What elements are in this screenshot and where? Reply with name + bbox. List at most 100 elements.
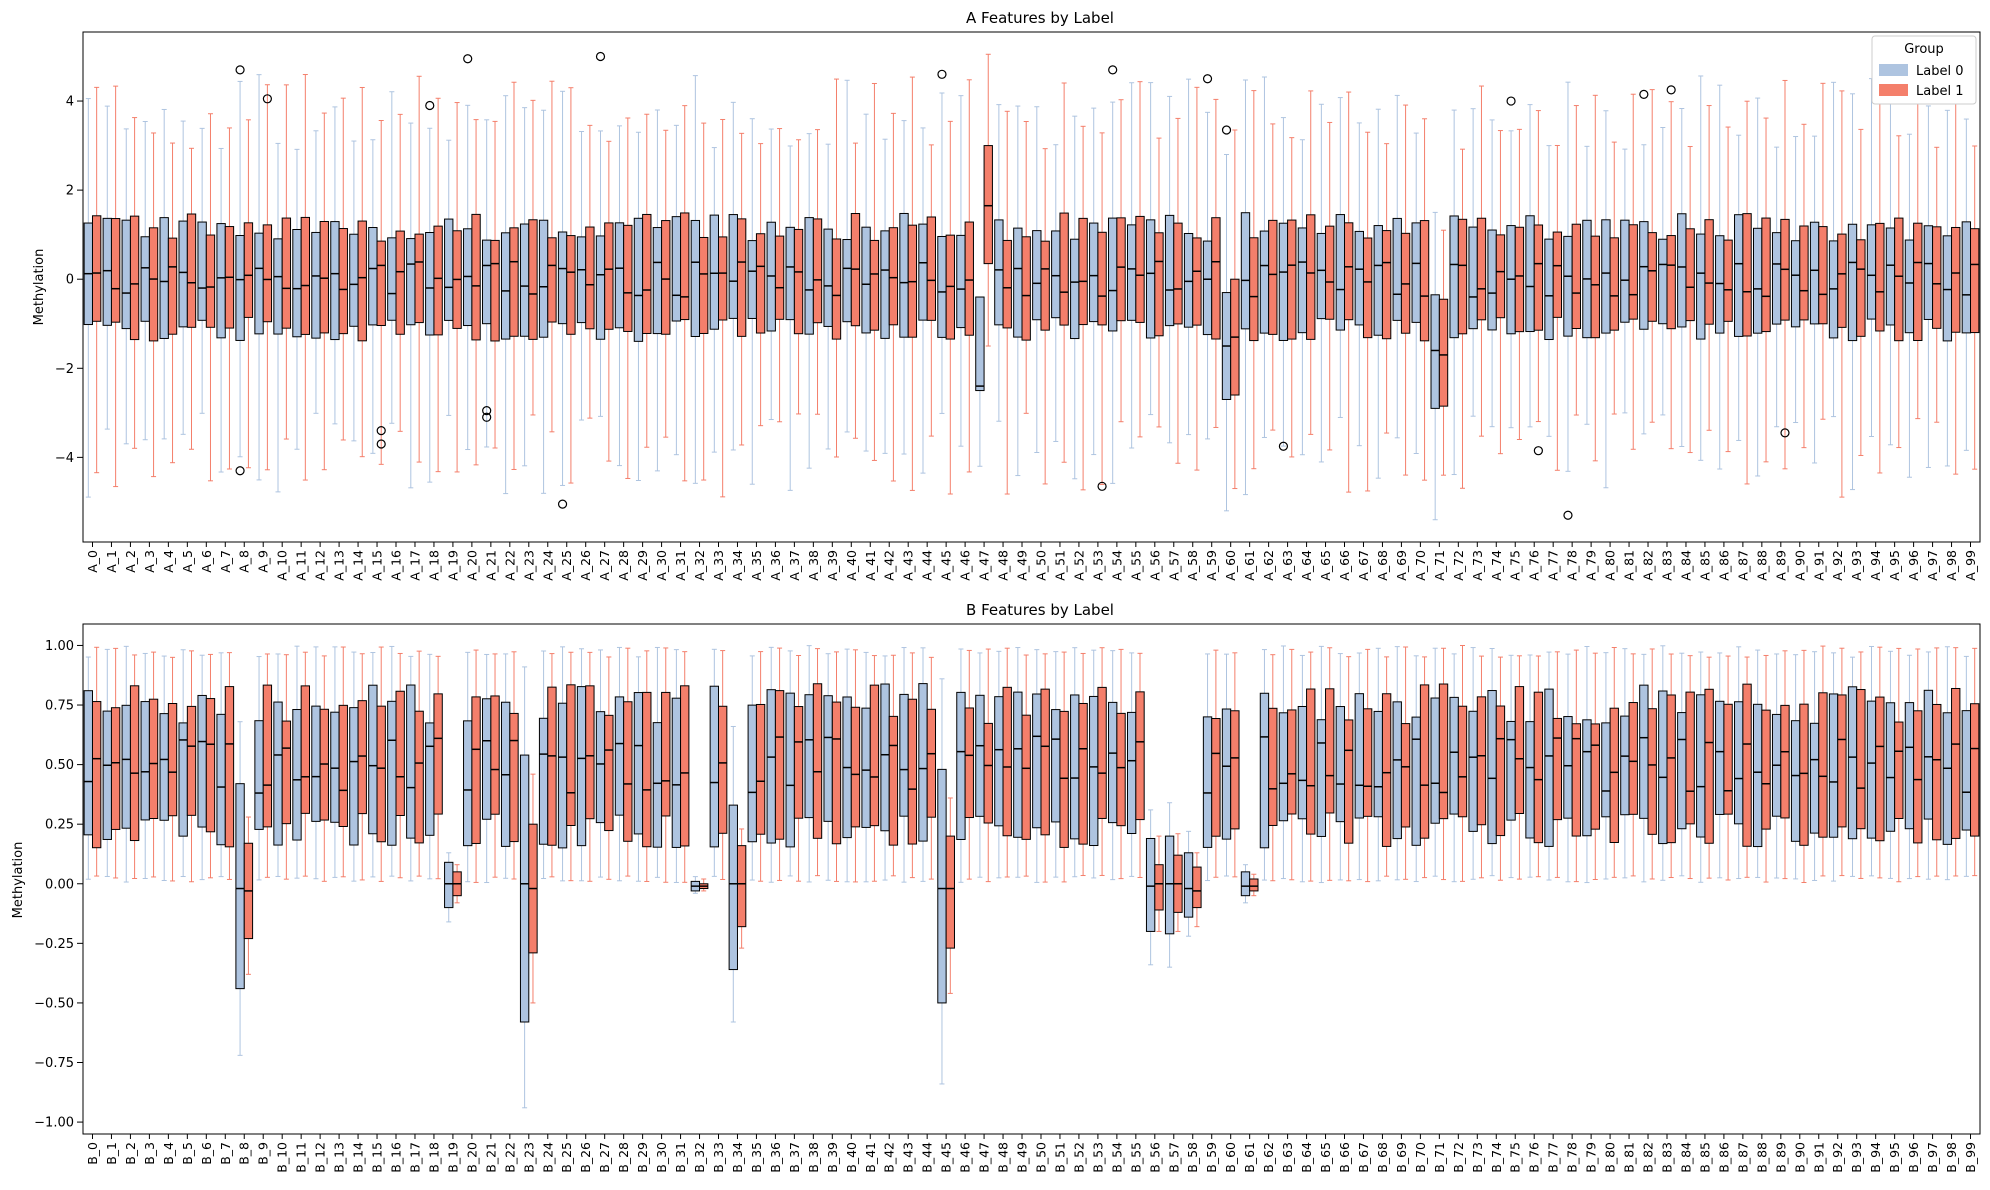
box-label-1 (774, 690, 785, 840)
box-label-0 (1145, 219, 1156, 339)
box-group-A_30 (652, 109, 671, 472)
box-label-1 (1381, 693, 1392, 847)
x-tick-label: B_56 (1147, 1142, 1162, 1173)
box-group-B_5 (178, 649, 197, 883)
box-label-1 (186, 213, 197, 328)
box-label-0 (861, 226, 871, 334)
x-tick-label: B_51 (1052, 1142, 1067, 1173)
box-group-B_65 (1316, 645, 1335, 884)
box-group-B_73 (1468, 647, 1487, 880)
box-label-0 (500, 232, 511, 340)
box-label-1 (91, 701, 102, 849)
box-label-1 (1723, 239, 1733, 322)
box-label-1 (1040, 240, 1050, 331)
box-label-1 (471, 696, 481, 844)
x-tick-label: B_34 (730, 1142, 745, 1173)
x-tick-label: B_69 (1394, 1142, 1409, 1173)
box-label-0 (216, 223, 226, 339)
chart-b-plot: −1.00 −0.75 −0.50 −0.25 0.00 0.25 0.50 0.75 1.00… (34, 639, 1980, 1173)
box-group-A_79 (1582, 94, 1600, 462)
x-tick-label: B_63 (1280, 1142, 1295, 1173)
box-label-0 (387, 237, 397, 321)
box-label-0 (140, 701, 150, 821)
x-tick-label: A_6 (199, 550, 214, 573)
box-group-B_2 (121, 645, 140, 883)
chart-b-title: B Features by Label (966, 601, 1114, 619)
box-group-A_80 (1601, 110, 1619, 489)
y-tick-label: −1.00 (34, 1116, 74, 1131)
box-label-1 (205, 234, 216, 328)
box-label-1 (717, 705, 728, 834)
box-label-0 (368, 684, 378, 835)
x-tick-label: A_68 (1375, 550, 1390, 581)
box-group-A_1 (102, 85, 121, 488)
box-label-1 (357, 700, 367, 815)
x-tick-label: A_39 (825, 550, 840, 581)
box-group-A_39 (823, 78, 842, 458)
box-group-B_31 (671, 649, 690, 883)
box-group-B_93 (1847, 651, 1866, 879)
x-tick-label: B_29 (635, 1142, 650, 1173)
box-label-0 (1145, 837, 1156, 932)
box-group-B_44 (918, 647, 937, 882)
box-label-1 (964, 221, 974, 336)
box-label-1 (357, 220, 367, 342)
box-group-A_54 (1108, 99, 1126, 484)
x-tick-label: B_18 (426, 1142, 441, 1173)
box-label-1 (1685, 691, 1695, 825)
x-tick-label: A_53 (1090, 550, 1105, 581)
box-group-A_0 (83, 86, 102, 498)
box-group-B_85 (1696, 651, 1714, 883)
outlier-point (1639, 89, 1649, 99)
x-tick-label: A_24 (540, 550, 555, 581)
x-tick-label: B_54 (1109, 1142, 1124, 1173)
x-tick-label: B_59 (1204, 1142, 1219, 1173)
box-group-B_41 (861, 651, 880, 883)
box-group-B_11 (292, 645, 311, 879)
box-label-0 (330, 221, 340, 341)
box-group-A_93 (1847, 93, 1866, 491)
box-label-1 (1419, 220, 1430, 342)
box-group-A_65 (1316, 103, 1335, 463)
box-label-1 (395, 230, 405, 335)
box-group-B_76 (1525, 654, 1544, 878)
y-tick-label: 0.00 (45, 877, 74, 892)
box-label-0 (1297, 705, 1308, 820)
box-group-A_32 (690, 75, 709, 484)
box-label-0 (1582, 719, 1592, 837)
y-tick-label: −0.25 (34, 937, 74, 952)
box-label-0 (1221, 708, 1232, 840)
box-group-A_12 (311, 112, 329, 471)
box-group-A_10 (273, 84, 292, 493)
x-tick-label: A_46 (958, 550, 973, 581)
box-label-0 (728, 804, 738, 971)
x-tick-label: B_30 (654, 1142, 669, 1173)
box-label-0 (614, 222, 625, 329)
box-group-A_74 (1487, 119, 1506, 455)
box-label-0 (1942, 235, 1953, 342)
chart-a-frame (82, 31, 1981, 543)
x-tick-label: B_15 (370, 1142, 385, 1173)
box-label-1 (1951, 226, 1961, 333)
box-label-1 (755, 233, 766, 334)
box-group-B_15 (368, 646, 386, 882)
box-group-A_56 (1145, 82, 1164, 428)
box-label-1 (623, 701, 633, 842)
box-label-0 (918, 683, 928, 842)
x-tick-label: B_89 (1773, 1142, 1788, 1173)
x-tick-label: B_93 (1849, 1142, 1864, 1173)
box-label-0 (1563, 716, 1573, 819)
x-tick-label: A_59 (1204, 550, 1219, 581)
box-group-A_14 (349, 86, 367, 458)
x-tick-label: B_47 (977, 1142, 992, 1173)
box-label-1 (1002, 239, 1012, 329)
box-label-1 (281, 217, 292, 329)
box-label-0 (330, 711, 340, 823)
box-label-1 (566, 684, 576, 827)
box-group-B_12 (311, 646, 329, 882)
box-group-A_52 (1070, 115, 1088, 491)
box-group-B_67 (1354, 648, 1373, 883)
box-label-1 (1742, 683, 1752, 847)
box-label-1 (1192, 237, 1202, 326)
x-tick-label: B_83 (1659, 1142, 1674, 1173)
